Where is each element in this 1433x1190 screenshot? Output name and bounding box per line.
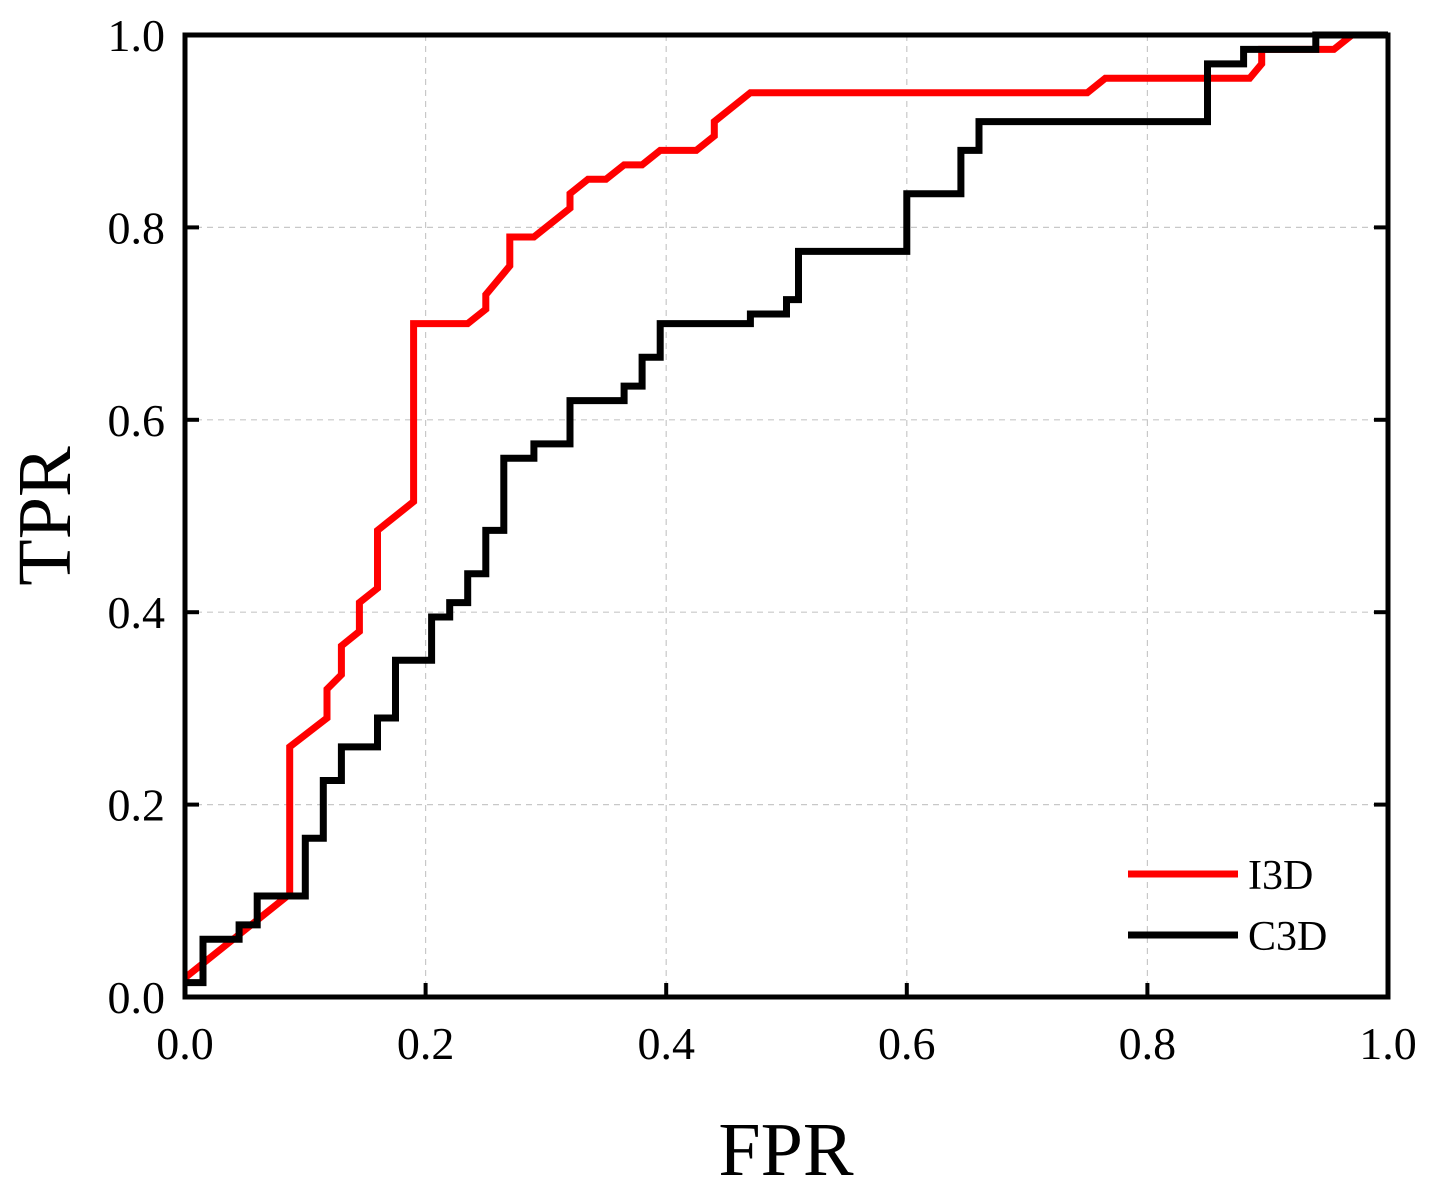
x-tick-label: 0.6	[878, 1018, 936, 1069]
y-tick-label: 0.4	[108, 587, 166, 638]
x-tick-label: 0.8	[1119, 1018, 1177, 1069]
y-axis-title: TPR	[3, 446, 87, 586]
series-line-c3d	[185, 31, 1388, 987]
plot-frame	[182, 32, 1391, 1000]
y-tick-label: 0.6	[108, 395, 166, 446]
x-tick-label: 1.0	[1359, 1018, 1417, 1069]
tick-marks	[185, 225, 1388, 997]
x-tick-label: 0.4	[637, 1018, 695, 1069]
y-tick-label: 0.0	[108, 972, 166, 1023]
x-tick-label: 0.2	[397, 1018, 455, 1069]
legend: I3D C3D	[1128, 853, 1327, 960]
x-axis-title: FPR	[718, 1108, 854, 1190]
y-tick-labels: 0.0 0.2 0.4 0.6 0.8 1.0	[108, 10, 166, 1023]
y-tick-label: 0.2	[108, 780, 166, 831]
series-line-i3d	[182, 31, 1388, 981]
legend-label-i3d: I3D	[1248, 853, 1313, 899]
x-tick-labels: 0.0 0.2 0.4 0.6 0.8 1.0	[156, 1018, 1417, 1069]
x-tick-label: 0.0	[156, 1018, 214, 1069]
y-tick-label: 0.8	[108, 202, 166, 253]
series-layer	[182, 31, 1388, 987]
grid-lines	[185, 35, 1388, 997]
legend-label-c3d: C3D	[1248, 914, 1327, 960]
y-tick-label: 1.0	[108, 10, 166, 61]
